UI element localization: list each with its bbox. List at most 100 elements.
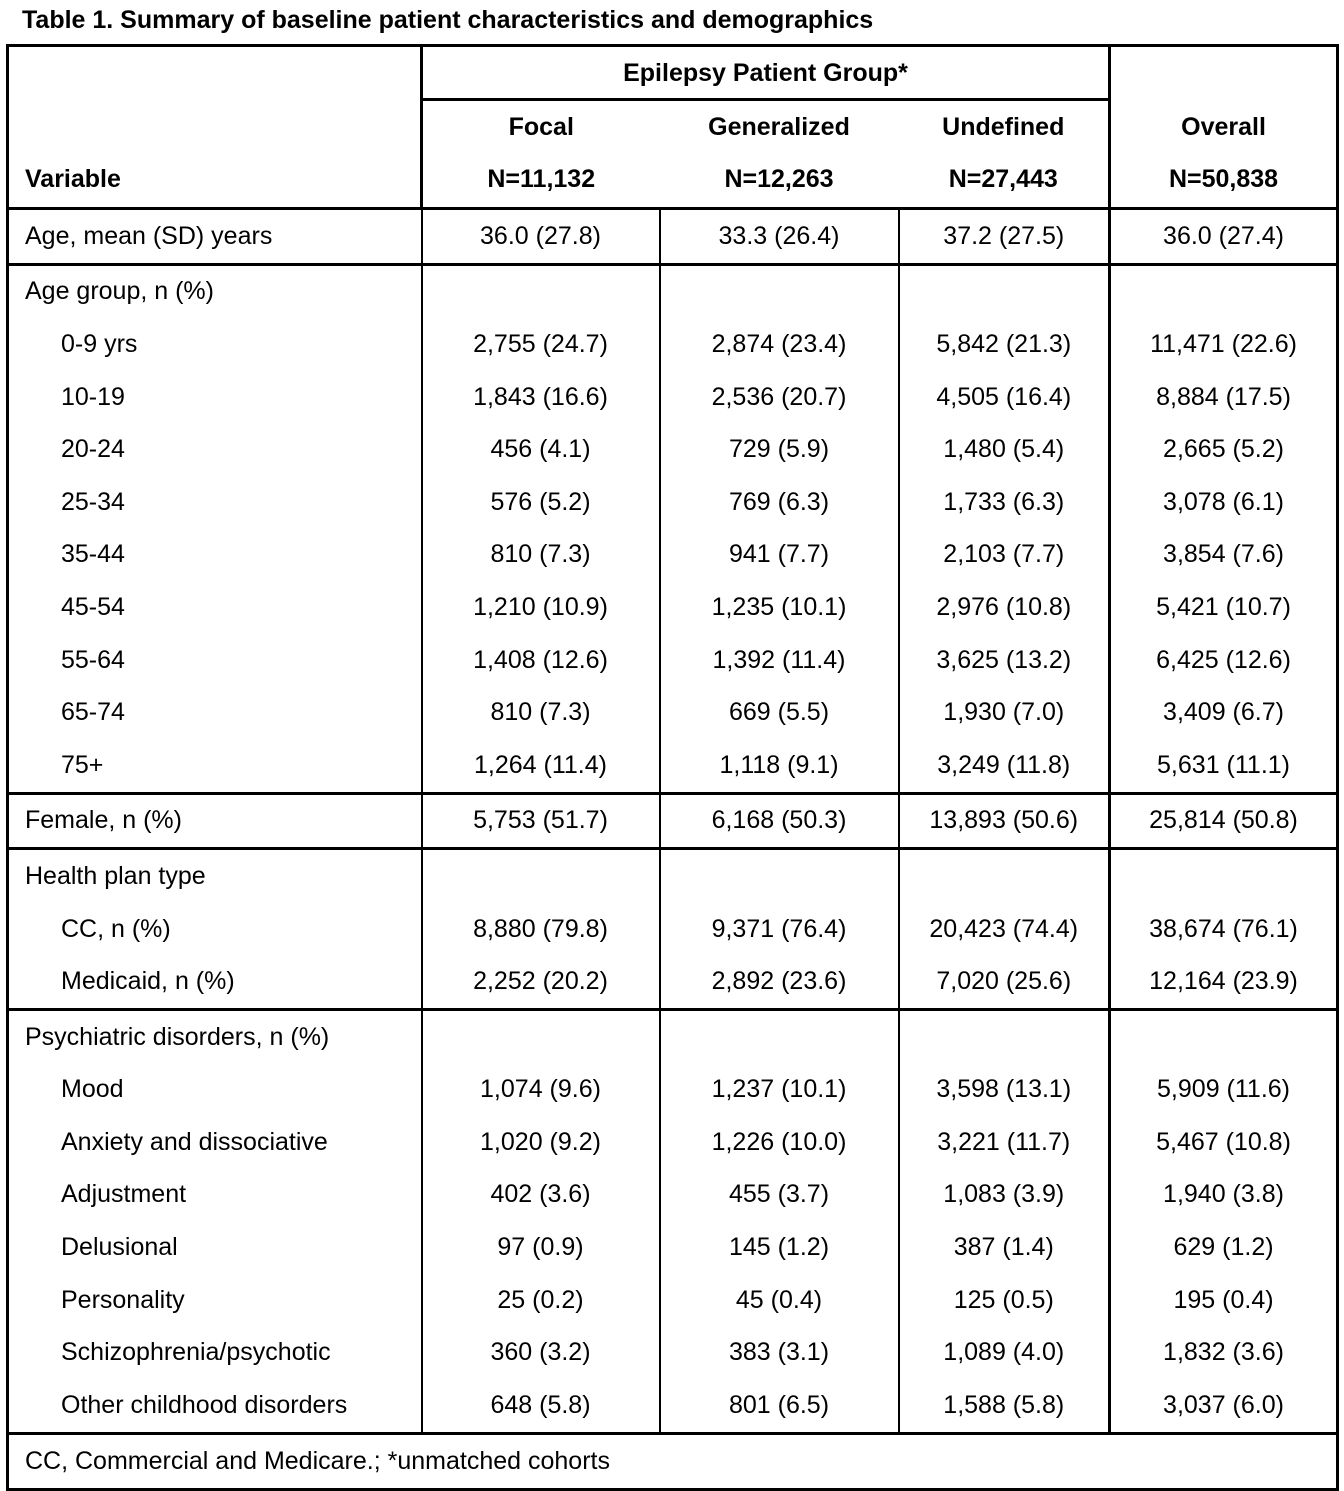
value-cell: 38,674 (76.1): [1108, 902, 1338, 956]
footer-row: CC, Commercial and Medicare.; *unmatched…: [8, 1433, 1338, 1489]
value-cell: 455 (3.7): [658, 1168, 899, 1222]
value-cell: 37.2 (27.5): [897, 208, 1110, 265]
value-cell: 11,471 (22.6): [1108, 318, 1338, 371]
section-heading: Psychiatric disorders, n (%): [25, 1022, 330, 1051]
section-heading-row: Health plan type: [8, 848, 1338, 903]
table-section: Age group, n (%) 0-9 yrs 2,755 (24.7) 2,874…: [7, 264, 1338, 794]
value-cell: 195 (0.4): [1108, 1273, 1338, 1327]
value-cell: 2,252 (20.2): [420, 955, 660, 1010]
value-cell: 1,588 (5.8): [897, 1379, 1110, 1434]
table-row: Age, mean (SD) years 36.0 (27.8) 33.3 (26.…: [8, 208, 1338, 265]
row-label: Adjustment: [61, 1180, 187, 1209]
value-cell: 3,078 (6.1): [1108, 475, 1338, 529]
empty-cell: [420, 848, 660, 903]
value-cell: 1,930 (7.0): [897, 686, 1110, 739]
value-cell: 2,755 (24.7): [420, 318, 660, 371]
empty-cell: [897, 264, 1110, 319]
header-row: Variable Epilepsy Patient Group* Overall N=…: [7, 45, 1338, 209]
table-section: Psychiatric disorders, n (%) Mood 1,074 (9…: [7, 1009, 1338, 1434]
value-cell: 801 (6.5): [658, 1379, 899, 1434]
row-label: 75+: [61, 750, 104, 779]
value-cell: 5,421 (10.7): [1108, 581, 1338, 634]
group-header: Epilepsy Patient Group*: [421, 45, 1112, 101]
value-cell: 3,249 (11.8): [897, 738, 1110, 794]
value-cell: 12,164 (23.9): [1108, 955, 1338, 1010]
value-cell: 36.0 (27.8): [420, 208, 660, 265]
value-cell: 2,874 (23.4): [658, 318, 899, 371]
value-cell: 629 (1.2): [1108, 1221, 1338, 1274]
table-section: Health plan type CC, n (%) 8,880 (79.8) 9,3…: [7, 848, 1338, 1010]
column-name: Generalized: [708, 113, 850, 141]
value-cell: 1,408 (12.6): [420, 633, 660, 687]
header-cell: Generalized N=12,263: [660, 100, 899, 209]
empty-cell: [897, 848, 1110, 903]
value-cell: 1,235 (10.1): [658, 581, 899, 634]
value-cell: 5,467 (10.8): [1108, 1116, 1338, 1169]
value-cell: 45 (0.4): [658, 1273, 899, 1327]
value-cell: 810 (7.3): [420, 528, 660, 582]
value-cell: 8,884 (17.5): [1108, 370, 1338, 424]
empty-cell: [1108, 848, 1338, 903]
value-cell: 3,221 (11.7): [897, 1116, 1110, 1169]
table-row: Other childhood disorders 648 (5.8) 801 (6…: [8, 1379, 1338, 1434]
row-label: 55-64: [61, 645, 125, 674]
value-cell: 1,226 (10.0): [658, 1116, 899, 1169]
row-label: 35-44: [61, 540, 125, 569]
value-cell: 1,832 (3.6): [1108, 1326, 1338, 1380]
value-cell: 5,842 (21.3): [897, 318, 1110, 371]
table-row: 0-9 yrs 2,755 (24.7) 2,874 (23.4) 5,842 (21…: [8, 318, 1338, 371]
value-cell: 387 (1.4): [897, 1221, 1110, 1274]
value-cell: 2,536 (20.7): [658, 370, 899, 424]
header-row: Focal N=11,132 Generalized N=12,263 Undefine…: [8, 99, 1338, 209]
table-row: Personality 25 (0.2) 45 (0.4) 125 (0.5) 195 …: [8, 1273, 1338, 1327]
value-cell: 125 (0.5): [897, 1273, 1110, 1327]
row-label: Schizophrenia/psychotic: [61, 1338, 331, 1367]
value-cell: 5,631 (11.1): [1108, 738, 1338, 794]
value-cell: 2,892 (23.6): [658, 955, 899, 1010]
value-cell: 1,020 (9.2): [420, 1116, 660, 1169]
value-cell: 402 (3.6): [420, 1168, 660, 1222]
row-label: Delusional: [61, 1233, 178, 1262]
table-row: Delusional 97 (0.9) 145 (1.2) 387 (1.4) 629 …: [8, 1221, 1338, 1274]
section-heading-row: Psychiatric disorders, n (%): [8, 1009, 1338, 1064]
table-row: 25-34 576 (5.2) 769 (6.3) 1,733 (6.3) 3,078 …: [8, 475, 1338, 529]
column-name: Undefined: [942, 113, 1065, 141]
value-cell: 1,083 (3.9): [897, 1168, 1110, 1222]
section-heading: Health plan type: [25, 861, 206, 890]
value-cell: 729 (5.9): [658, 423, 899, 476]
row-label: 65-74: [61, 698, 125, 727]
row-label: Female, n (%): [25, 806, 182, 835]
table-footer: CC, Commercial and Medicare.; *unmatched…: [7, 1433, 1338, 1489]
value-cell: 669 (5.5): [658, 686, 899, 739]
section-heading-row: Age group, n (%): [8, 264, 1338, 319]
row-label: Age, mean (SD) years: [25, 221, 273, 250]
empty-cell: [897, 1009, 1110, 1064]
table-row: 75+ 1,264 (11.4) 1,118 (9.1) 3,249 (11.8) 5,…: [8, 738, 1338, 794]
table-row: 35-44 810 (7.3) 941 (7.7) 2,103 (7.7) 3,854 …: [8, 528, 1338, 582]
table-row: 55-64 1,408 (12.6) 1,392 (11.4) 3,625 (13.2…: [8, 633, 1338, 687]
row-label: Mood: [61, 1075, 124, 1104]
value-cell: 1,210 (10.9): [420, 581, 660, 634]
row-label: 10-19: [61, 382, 125, 411]
column-name: Focal: [508, 113, 574, 141]
section-heading: Age group, n (%): [25, 277, 214, 306]
value-cell: 3,625 (13.2): [897, 633, 1110, 687]
value-cell: 1,264 (11.4): [420, 738, 660, 794]
value-cell: 3,409 (6.7): [1108, 686, 1338, 739]
table-section: Female, n (%) 5,753 (51.7) 6,168 (50.3) 13,…: [7, 793, 1338, 849]
row-label: 20-24: [61, 435, 125, 464]
value-cell: 25 (0.2): [420, 1273, 660, 1327]
column-n: N=50,838: [1168, 165, 1279, 193]
empty-cell: [658, 1009, 899, 1064]
value-cell: 3,854 (7.6): [1108, 528, 1338, 582]
value-cell: 3,598 (13.1): [897, 1063, 1110, 1117]
table-title: Table 1. Summary of baseline patient cha…: [22, 6, 874, 34]
table-row: 10-19 1,843 (16.6) 2,536 (20.7) 4,505 (16.4…: [8, 370, 1338, 424]
value-cell: 456 (4.1): [420, 423, 660, 476]
table-row: 65-74 810 (7.3) 669 (5.5) 1,930 (7.0) 3,409 …: [8, 686, 1338, 739]
row-label: Anxiety and dissociative: [61, 1127, 328, 1156]
header-text: Variable: [25, 165, 121, 193]
column-name: Overall: [1181, 113, 1266, 141]
value-cell: 13,893 (50.6): [897, 793, 1110, 849]
